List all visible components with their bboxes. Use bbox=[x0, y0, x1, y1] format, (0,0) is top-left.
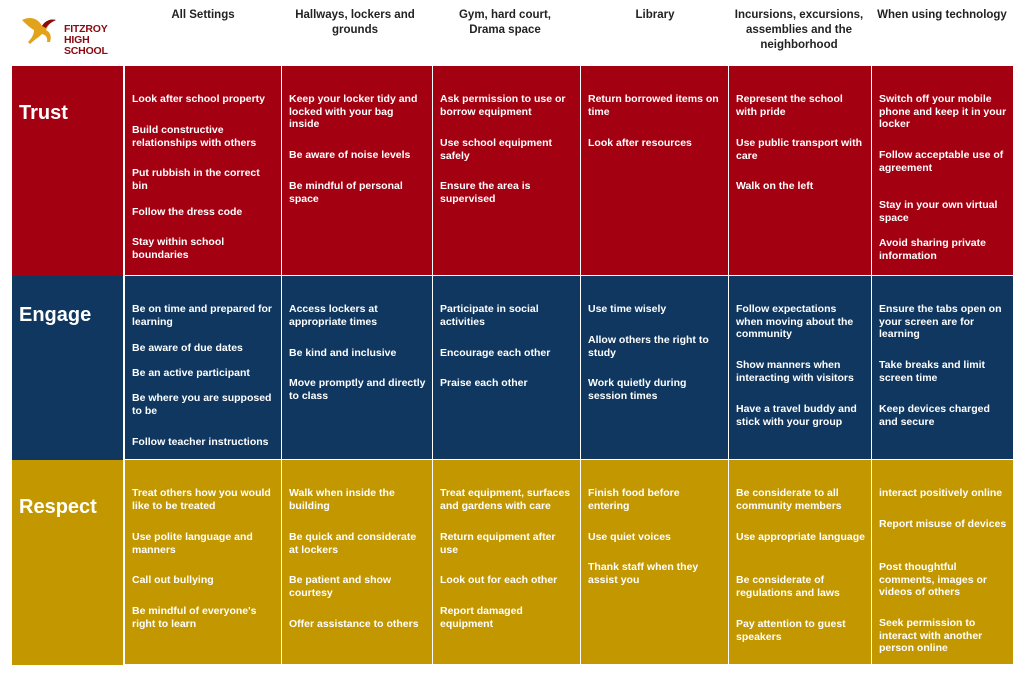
list-item: Be considerate of regulations and laws bbox=[736, 574, 840, 599]
cell-trust-gym: Ask permission to use or borrow equipmen… bbox=[433, 66, 581, 276]
list-item: Report damaged equipment bbox=[440, 605, 523, 630]
list-item: Put rubbish in the correct bin bbox=[132, 167, 260, 192]
list-item: Report misuse of devices bbox=[879, 518, 1007, 530]
list-item: Use quiet voices bbox=[588, 531, 671, 543]
logo-line-1: FITZROY bbox=[64, 23, 108, 35]
list-item: interact positively online bbox=[879, 487, 1003, 499]
list-item: Be where you are supposed to be bbox=[132, 392, 272, 417]
list-item: Follow the dress code bbox=[132, 206, 243, 218]
list-item: Be mindful of personal space bbox=[289, 180, 403, 205]
list-item: Avoid sharing private information bbox=[879, 237, 986, 262]
row-title: Respect bbox=[19, 496, 97, 518]
list-item: Look out for each other bbox=[440, 574, 558, 586]
list-item: Be an active participant bbox=[132, 367, 250, 379]
column-header-technology: When using technology bbox=[877, 9, 1007, 21]
list-item: Work quietly during session times bbox=[588, 377, 687, 402]
cell-respect-hallways: Walk when inside the building Be quick a… bbox=[282, 460, 433, 665]
column-header-hallways: Hallways, lockers and grounds bbox=[295, 9, 415, 36]
list-item: Stay within school boundaries bbox=[132, 236, 225, 261]
list-item: Be on time and prepared for learning bbox=[132, 303, 273, 328]
cell-trust-all-settings: Look after school property Build constru… bbox=[125, 66, 282, 276]
pegasus-icon bbox=[22, 18, 56, 44]
list-item: Ensure the tabs open on your screen are … bbox=[879, 303, 1002, 340]
list-item: Be mindful of everyone's right to learn bbox=[132, 605, 257, 630]
list-item: Thank staff when they assist you bbox=[588, 561, 699, 586]
cell-respect-incursions: Be considerate to all community members … bbox=[729, 460, 872, 665]
list-item: Represent the school with pride bbox=[736, 93, 843, 118]
list-item: Be patient and show courtesy bbox=[289, 574, 392, 599]
row-label-engage: Engage bbox=[12, 276, 124, 460]
logo-line-2: HIGH SCHOOL bbox=[64, 34, 108, 57]
cell-respect-library: Finish food before entering Use quiet vo… bbox=[581, 460, 729, 665]
list-item: Ask permission to use or borrow equipmen… bbox=[440, 93, 566, 118]
list-item: Take breaks and limit screen time bbox=[879, 359, 986, 384]
list-item: Return equipment after use bbox=[440, 531, 556, 556]
row-label-trust: Trust bbox=[12, 66, 124, 276]
list-item: Be aware of noise levels bbox=[289, 149, 411, 161]
list-item: Follow expectations when moving about th… bbox=[736, 303, 854, 340]
list-item: Be quick and considerate at lockers bbox=[289, 531, 417, 556]
list-item: Show manners when interacting with visit… bbox=[736, 359, 854, 384]
cell-engage-technology: Ensure the tabs open on your screen are … bbox=[872, 276, 1014, 460]
list-item: Allow others the right to study bbox=[588, 334, 709, 359]
list-item: Offer assistance to others bbox=[289, 618, 419, 630]
cell-respect-technology: interact positively online Report misuse… bbox=[872, 460, 1014, 665]
list-item: Walk on the left bbox=[736, 180, 814, 192]
cell-trust-hallways: Keep your locker tidy and locked with yo… bbox=[282, 66, 433, 276]
list-item: Keep devices charged and secure bbox=[879, 403, 990, 428]
list-item: Keep your locker tidy and locked with yo… bbox=[289, 93, 418, 130]
cell-engage-incursions: Follow expectations when moving about th… bbox=[729, 276, 872, 460]
cell-engage-hallways: Access lockers at appropriate times Be k… bbox=[282, 276, 433, 460]
cell-trust-library: Return borrowed items on time Look after… bbox=[581, 66, 729, 276]
list-item: Participate in social activities bbox=[440, 303, 539, 328]
list-item: Use appropriate language bbox=[736, 531, 865, 543]
list-item: Use public transport with care bbox=[736, 137, 863, 162]
list-item: Use polite language and manners bbox=[132, 531, 253, 556]
cell-engage-gym: Participate in social activities Encoura… bbox=[433, 276, 581, 460]
list-item: Access lockers at appropriate times bbox=[289, 303, 378, 328]
row-title: Engage bbox=[19, 304, 92, 326]
list-item: Praise each other bbox=[440, 377, 528, 389]
list-item: Be kind and inclusive bbox=[289, 347, 397, 359]
list-item: Stay in your own virtual space bbox=[879, 199, 998, 224]
list-item: Be considerate to all community members bbox=[736, 487, 842, 512]
list-item: Move promptly and directly to class bbox=[289, 377, 426, 402]
list-item: Use time wisely bbox=[588, 303, 667, 315]
school-logo: FITZROY HIGH SCHOOL bbox=[20, 10, 130, 57]
list-item: Encourage each other bbox=[440, 347, 551, 359]
list-item: Follow acceptable use of agreement bbox=[879, 149, 1004, 174]
cell-trust-technology: Switch off your mobile phone and keep it… bbox=[872, 66, 1014, 276]
cell-trust-incursions: Represent the school with pride Use publ… bbox=[729, 66, 872, 276]
list-item: Post thoughtful comments, images or vide… bbox=[879, 561, 987, 598]
list-item: Seek permission to interact with another… bbox=[879, 617, 983, 654]
row-label-respect: Respect bbox=[12, 460, 124, 665]
cell-respect-gym: Treat equipment, surfaces and gardens wi… bbox=[433, 460, 581, 665]
list-item: Have a travel buddy and stick with your … bbox=[736, 403, 857, 428]
list-item: Walk when inside the building bbox=[289, 487, 395, 512]
list-item: Look after resources bbox=[588, 137, 692, 149]
list-item: Pay attention to guest speakers bbox=[736, 618, 846, 643]
column-header-gym: Gym, hard court, Drama space bbox=[458, 9, 552, 36]
cell-engage-library: Use time wisely Allow others the right t… bbox=[581, 276, 729, 460]
list-item: Treat others how you would like to be tr… bbox=[132, 487, 271, 512]
list-item: Build constructive relationships with ot… bbox=[132, 124, 257, 149]
row-title: Trust bbox=[19, 102, 68, 124]
list-item: Ensure the area is supervised bbox=[440, 180, 531, 205]
list-item: Switch off your mobile phone and keep it… bbox=[879, 93, 1007, 130]
cell-respect-all-settings: Treat others how you would like to be tr… bbox=[125, 460, 282, 665]
column-header-library: Library bbox=[635, 9, 675, 21]
list-item: Follow teacher instructions bbox=[132, 436, 269, 448]
list-item: Finish food before entering bbox=[588, 487, 680, 512]
list-item: Look after school property bbox=[132, 93, 266, 105]
list-item: Return borrowed items on time bbox=[588, 93, 719, 118]
column-header-incursions: Incursions, excursions, assemblies and t… bbox=[734, 9, 864, 51]
list-item: Use school equipment safely bbox=[440, 137, 553, 162]
list-item: Treat equipment, surfaces and gardens wi… bbox=[440, 487, 571, 512]
list-item: Call out bullying bbox=[132, 574, 214, 586]
cell-engage-all-settings: Be on time and prepared for learning Be … bbox=[125, 276, 282, 460]
list-item: Be aware of due dates bbox=[132, 342, 243, 354]
column-header-all-settings: All Settings bbox=[171, 9, 235, 21]
